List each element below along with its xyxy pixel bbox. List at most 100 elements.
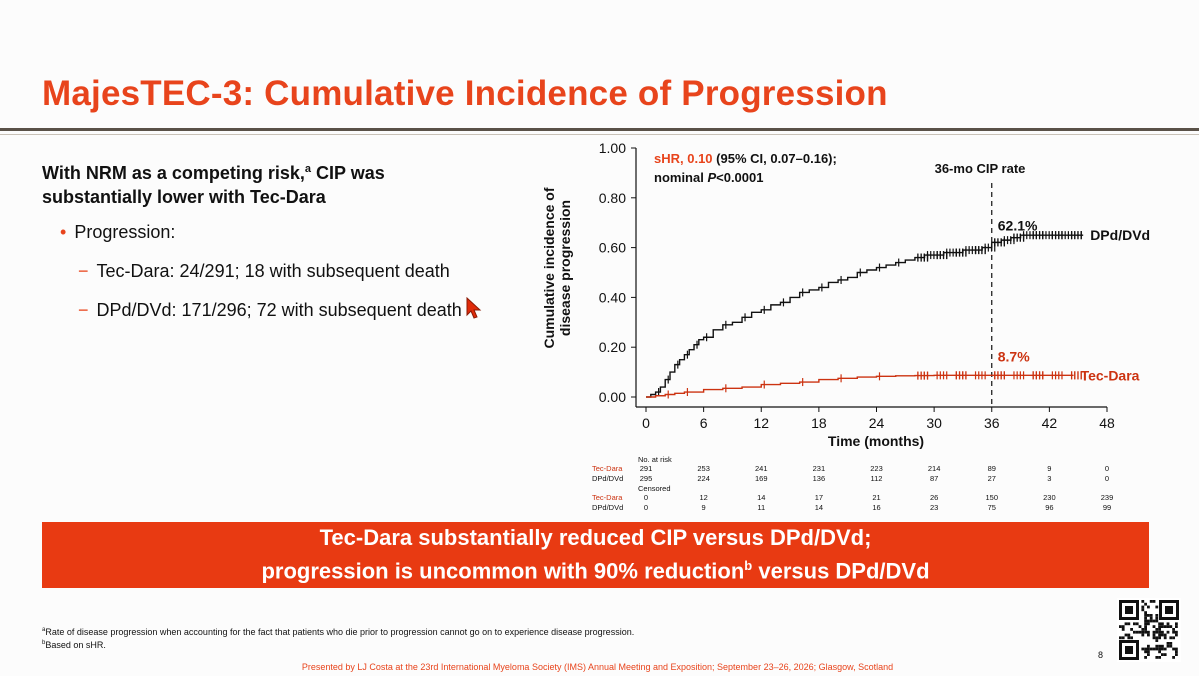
y-tick-label: 0.00 <box>599 389 626 405</box>
dash-icon: − <box>78 300 89 320</box>
sub-item-dpd-dvd: − DPd/DVd: 171/296; 72 with subsequent de… <box>78 300 462 321</box>
risk-table-cell: 14 <box>815 503 823 512</box>
sub-item-text: DPd/DVd: 171/296; 72 with subsequent dea… <box>96 300 462 320</box>
footnote-b: bBased on sHR. <box>42 640 106 650</box>
bullet-progression: • Progression: <box>60 222 175 243</box>
cip-36mo-value: 62.1% <box>998 217 1038 233</box>
reference-label: 36-mo CIP rate <box>935 161 1026 176</box>
risk-table-row-label: Tec-Dara <box>592 464 623 473</box>
mouse-pointer-icon <box>466 297 482 319</box>
risk-table-cell: 17 <box>815 493 823 502</box>
x-tick-label: 30 <box>926 415 942 431</box>
risk-table-cell: 241 <box>755 464 768 473</box>
p-italic: P <box>707 170 716 185</box>
bullet-dot: • <box>60 222 67 242</box>
banner-line-1: Tec-Dara substantially reduced CIP versu… <box>319 525 872 551</box>
footnote-a: aRate of disease progression when accoun… <box>42 627 634 637</box>
risk-table-cell: 23 <box>930 503 938 512</box>
banner-line-2b: versus DPd/DVd <box>752 558 930 584</box>
risk-table-row-label: Tec-Dara <box>592 493 623 502</box>
risk-table-cell: 291 <box>640 464 653 473</box>
series-dpd-dvd: DPd/DVd 62.1% <box>646 217 1150 398</box>
hr-annotation: sHR, 0.10 (95% CI, 0.07–0.16); <box>654 151 837 166</box>
hr-value: sHR, 0.10 <box>654 151 713 166</box>
intro-sup: a <box>304 163 312 175</box>
risk-table-cell: 14 <box>757 493 765 502</box>
risk-table-cell: 231 <box>813 464 826 473</box>
risk-table-cell: 9 <box>1047 464 1051 473</box>
x-tick-label: 6 <box>700 415 708 431</box>
qr-code-icon[interactable] <box>1117 598 1181 662</box>
page-number: 8 <box>1098 650 1104 660</box>
risk-table-cell: 87 <box>930 474 938 483</box>
risk-table-cell: 3 <box>1047 474 1051 483</box>
x-axis-label: Time (months) <box>828 433 924 449</box>
intro-rest: CIP was substantially lower with Tec-Dar… <box>42 163 385 207</box>
bullet-label: Progression: <box>74 222 176 242</box>
risk-table-cell: 96 <box>1045 503 1053 512</box>
y-tick-label: 0.20 <box>599 339 626 355</box>
risk-table-header: Censored <box>638 484 671 493</box>
series-tec-dara: Tec-Dara 8.7% <box>646 348 1140 399</box>
risk-table-cell: 99 <box>1103 503 1111 512</box>
risk-table-cell: 21 <box>872 493 880 502</box>
risk-table-cell: 11 <box>757 503 765 512</box>
risk-table-cell: 12 <box>699 493 707 502</box>
footnote-a-marker: a <box>42 627 46 633</box>
intro-text: With NRM as a competing risk,a CIP was s… <box>42 157 442 209</box>
x-tick-label: 18 <box>811 415 827 431</box>
risk-table-cell: 89 <box>988 464 996 473</box>
risk-table-cell: 27 <box>988 474 996 483</box>
x-tick-label: 36 <box>984 415 1000 431</box>
sub-item-text: Tec-Dara: 24/291; 18 with subsequent dea… <box>96 261 450 281</box>
y-axis-label-line2: disease progression <box>557 200 573 336</box>
risk-table-cell: 0 <box>1105 464 1109 473</box>
footnote-b-marker: b <box>42 640 46 646</box>
risk-table-cell: 0 <box>644 493 648 502</box>
y-tick-label: 0.80 <box>599 190 626 206</box>
x-tick-label: 0 <box>642 415 650 431</box>
x-tick-label: 12 <box>753 415 769 431</box>
sub-item-tec-dara: − Tec-Dara: 24/291; 18 with subsequent de… <box>78 261 450 282</box>
y-tick-label: 1.00 <box>599 140 626 156</box>
risk-table-cell: 150 <box>985 493 998 502</box>
p-prefix: nominal <box>654 170 707 185</box>
title-divider <box>0 128 1199 131</box>
p-suffix: <0.0001 <box>716 170 763 185</box>
risk-table-cell: 224 <box>697 474 710 483</box>
banner-sup: b <box>744 558 753 574</box>
series-name-label: Tec-Dara <box>1081 367 1140 383</box>
risk-table-cell: 253 <box>697 464 710 473</box>
risk-table-cell: 230 <box>1043 493 1056 502</box>
x-tick-label: 42 <box>1042 415 1058 431</box>
risk-table-cell: 0 <box>1105 474 1109 483</box>
cumulative-incidence-chart: Cumulative incidence of disease progress… <box>541 140 1150 512</box>
title-divider-light <box>0 134 1199 135</box>
x-tick-label: 24 <box>869 415 885 431</box>
risk-table-row-label: DPd/DVd <box>592 503 623 512</box>
risk-table-cell: 26 <box>930 493 938 502</box>
risk-table-cell: 0 <box>644 503 648 512</box>
risk-table-cell: 75 <box>988 503 996 512</box>
cip-36mo-value: 8.7% <box>998 348 1030 364</box>
y-tick-label: 0.60 <box>599 240 626 256</box>
series-line <box>646 374 1074 398</box>
intro-main: With NRM as a competing risk, <box>42 163 305 183</box>
risk-table-cell: 239 <box>1101 493 1114 502</box>
banner-line-2a: progression is uncommon with 90% reducti… <box>261 558 745 584</box>
slide-title: MajesTEC-3: Cumulative Incidence of Prog… <box>42 74 888 113</box>
footnote-b-text: Based on sHR. <box>45 640 106 650</box>
p-value-annotation: nominal P<0.0001 <box>654 170 763 185</box>
presented-by: Presented by LJ Costa at the 23rd Intern… <box>301 662 894 672</box>
banner-line-2: progression is uncommon with 90% reducti… <box>261 552 929 585</box>
x-tick-label: 48 <box>1099 415 1115 431</box>
y-tick-label: 0.40 <box>599 289 626 305</box>
y-axis-label-line1: Cumulative incidence of <box>541 187 557 348</box>
risk-table-cell: 169 <box>755 474 768 483</box>
risk-table-cell: 16 <box>872 503 880 512</box>
series-name-label: DPd/DVd <box>1090 227 1150 243</box>
risk-table-cell: 9 <box>702 503 706 512</box>
hr-ci: (95% CI, 0.07–0.16); <box>713 151 837 166</box>
risk-table-header: No. at risk <box>638 455 672 464</box>
key-takeaway-banner: Tec-Dara substantially reduced CIP versu… <box>42 522 1149 588</box>
